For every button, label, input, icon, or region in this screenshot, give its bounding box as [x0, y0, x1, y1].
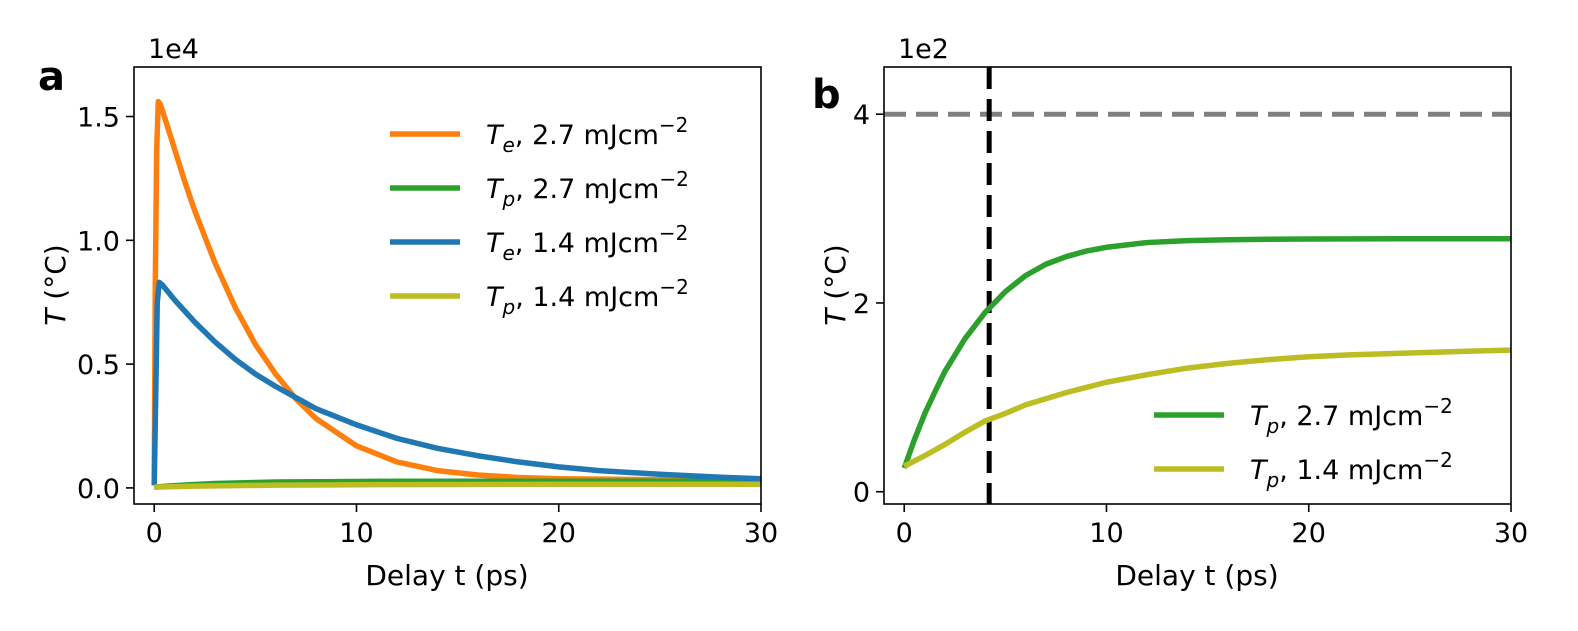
panel-b-multiplier: 1e2 — [898, 34, 949, 65]
panel-a-series-line-3 — [151, 279, 761, 486]
panel-a-multiplier: 1e4 — [148, 34, 199, 65]
panel-b: b 1e2 0 10 20 30 0 2 4 Delay t (ps) T (°C) Tp,… — [812, 34, 1528, 592]
panel-a-series-line-4 — [154, 481, 761, 490]
panel-b-x-tick-label: 0 — [896, 518, 913, 549]
panel-a-y-tick-label: 0.0 — [77, 474, 120, 505]
panel-a-y-tick-label: 1.0 — [77, 226, 120, 257]
panel-b-y-tick-label: 2 — [853, 289, 870, 320]
panel-a-x-axis-label: Delay t (ps) — [365, 559, 528, 592]
panel-a-legend-label-4: Tp, 1.4 mJcm−2 — [486, 275, 689, 319]
panel-b-series-line-2 — [902, 347, 1511, 469]
panel-a: a 1e4 0 10 20 30 0.0 0.5 1.0 1.5 Delay t (ps) T… — [38, 34, 778, 592]
panel-b-y-axis-label: T (°C) — [819, 244, 852, 325]
panel-b-legend-label-2: Tp, 1.4 mJcm−2 — [1250, 448, 1453, 492]
panel-b-legend-entry-2: Tp, 1.4 mJcm−2 — [1154, 448, 1453, 492]
panel-a-x-tick-label: 30 — [744, 518, 778, 549]
panel-a-legend-label-1: Te, 2.7 mJcm−2 — [486, 113, 688, 157]
panel-b-legend-label-1: Tp, 2.7 mJcm−2 — [1250, 394, 1453, 438]
panel-a-legend-entry-2: Tp, 2.7 mJcm−2 — [390, 167, 689, 211]
panel-a-legend-label-2: Tp, 2.7 mJcm−2 — [486, 167, 689, 211]
panel-a-x-tick-label: 20 — [542, 518, 576, 549]
panel-a-x-tick-label: 10 — [339, 518, 373, 549]
panel-a-letter: a — [38, 54, 65, 100]
panel-b-y-axis-symbol: T — [819, 307, 852, 326]
panel-a-y-tick-label: 1.5 — [77, 103, 120, 134]
panel-a-legend-label-3: Te, 1.4 mJcm−2 — [486, 221, 688, 265]
panel-b-series-line-1 — [901, 236, 1511, 470]
panel-a-y-axis-symbol: T — [39, 307, 72, 326]
panel-b-letter: b — [812, 72, 841, 118]
panel-a-plot-area — [151, 98, 761, 490]
panel-b-plot-area — [884, 67, 1511, 504]
panel-b-y-axis-unit: (°C) — [819, 244, 852, 299]
panel-a-series-line-1 — [151, 98, 761, 483]
panel-a-y-tick-label: 0.5 — [77, 350, 120, 381]
panel-b-x-axis-label: Delay t (ps) — [1115, 559, 1278, 592]
panel-b-x-tick-label: 10 — [1089, 518, 1123, 549]
panel-a-legend-entry-3: Te, 1.4 mJcm−2 — [390, 221, 688, 265]
panel-a-y-axis-label: T (°C) — [39, 244, 72, 325]
panel-a-legend-entry-1: Te, 2.7 mJcm−2 — [390, 113, 688, 157]
panel-a-legend-entry-4: Tp, 1.4 mJcm−2 — [390, 275, 689, 319]
panel-a-ticks: 0 10 20 30 0.0 0.5 1.0 1.5 — [77, 103, 778, 549]
panel-b-legend-entry-1: Tp, 2.7 mJcm−2 — [1154, 394, 1453, 438]
panel-a-axes-frame — [133, 66, 762, 505]
panel-b-legend: Tp, 2.7 mJcm−2 Tp, 1.4 mJcm−2 — [1154, 394, 1453, 492]
panel-a-x-tick-label: 0 — [146, 518, 163, 549]
panel-a-y-axis-unit: (°C) — [39, 244, 72, 299]
panel-a-series-group — [151, 98, 761, 490]
panel-b-ticks: 0 10 20 30 0 2 4 — [853, 100, 1528, 549]
panel-b-y-tick-label: 4 — [853, 100, 870, 131]
panel-b-series-group — [884, 67, 1511, 504]
panel-b-axes-frame — [883, 66, 1512, 505]
panel-b-x-tick-label: 20 — [1292, 518, 1326, 549]
panel-b-y-tick-label: 0 — [853, 478, 870, 509]
panel-b-x-tick-label: 30 — [1494, 518, 1528, 549]
panel-a-legend: Te, 2.7 mJcm−2 Tp, 2.7 mJcm−2 Te, 1.4 mJcm… — [390, 113, 689, 319]
